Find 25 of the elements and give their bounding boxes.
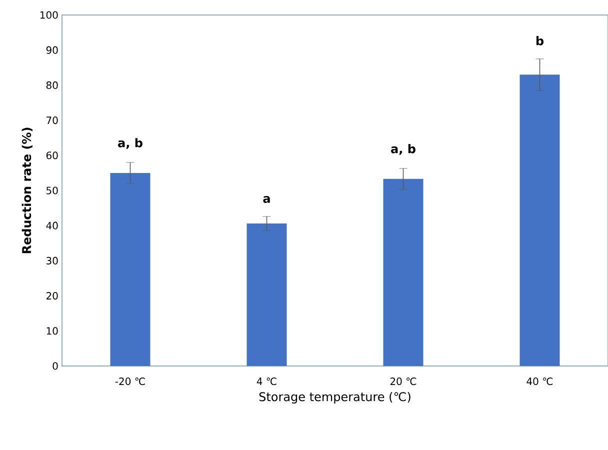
- annotation: a: [263, 196, 270, 203]
- y-tick-label: 60: [46, 152, 58, 160]
- x-tick-label: -20 ℃: [115, 378, 145, 386]
- y-tick-label: 90: [46, 46, 58, 54]
- annotation: a, b: [118, 138, 142, 149]
- y-tick-label: 40: [46, 222, 58, 230]
- annotation: a, b: [391, 144, 416, 155]
- y-tick-label: 70: [46, 116, 58, 124]
- bar: [246, 223, 287, 366]
- bar: [520, 74, 560, 366]
- y-tick-label: 0: [52, 362, 58, 370]
- y-tick-label: 50: [46, 186, 58, 194]
- x-tick-label: 20 ℃: [390, 378, 416, 386]
- x-axis-title: Storage temperature (℃): [259, 392, 410, 404]
- bar: [383, 178, 424, 366]
- annotation: b: [536, 36, 544, 46]
- y-tick-label: 30: [46, 256, 58, 264]
- x-tick-label: 4 ℃: [256, 378, 276, 386]
- x-tick-label: 40 ℃: [526, 378, 553, 386]
- y-axis-title: Reduction rate (%): [22, 128, 33, 254]
- y-tick-label: 80: [46, 81, 58, 89]
- bar: [110, 172, 150, 366]
- y-tick-label: 100: [40, 11, 58, 19]
- y-tick-label: 10: [46, 327, 58, 335]
- y-tick-label: 20: [46, 292, 58, 300]
